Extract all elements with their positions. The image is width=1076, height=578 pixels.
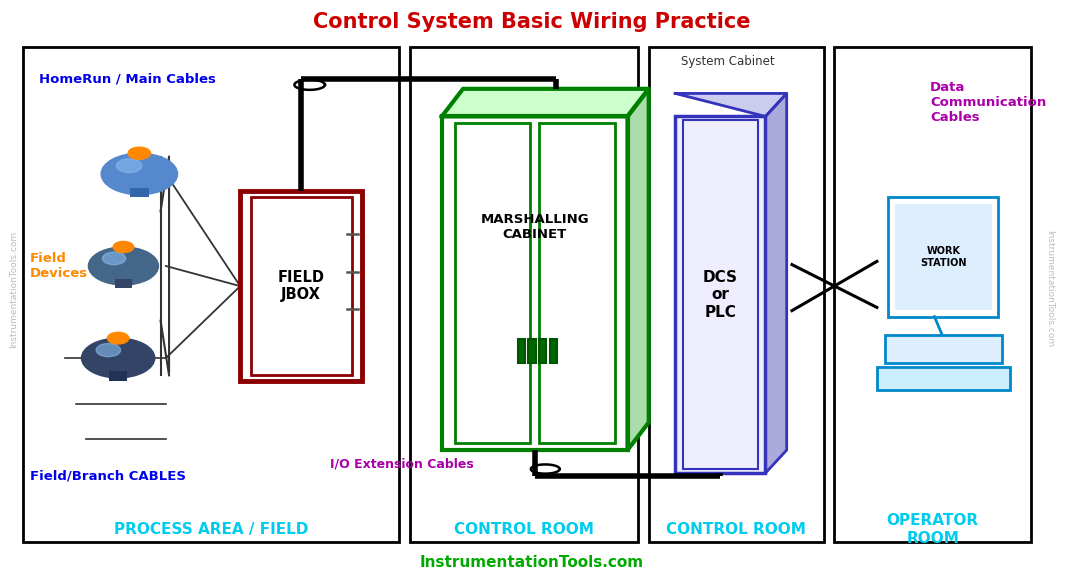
Circle shape [108,332,129,344]
Text: WORK
STATION: WORK STATION [920,246,966,268]
Text: Field
Devices: Field Devices [30,252,88,280]
Text: MARSHALLING
CABINET: MARSHALLING CABINET [480,213,589,240]
Text: CONTROL ROOM: CONTROL ROOM [454,522,594,537]
Circle shape [128,147,151,160]
Circle shape [102,252,126,265]
Polygon shape [765,94,787,473]
FancyBboxPatch shape [115,279,132,287]
Circle shape [82,338,155,378]
Text: DCS
or
PLC: DCS or PLC [703,270,738,320]
Text: InstrumentationTools.com: InstrumentationTools.com [10,231,18,347]
Text: Control System Basic Wiring Practice: Control System Basic Wiring Practice [313,12,751,32]
FancyBboxPatch shape [877,367,1009,390]
Circle shape [101,153,178,195]
Text: CONTROL ROOM: CONTROL ROOM [666,522,806,537]
FancyBboxPatch shape [23,47,399,542]
Text: Field/Branch CABLES: Field/Branch CABLES [30,469,186,483]
Text: I/O Extension Cables: I/O Extension Cables [330,458,475,471]
FancyBboxPatch shape [884,335,1002,362]
FancyBboxPatch shape [240,191,363,381]
FancyBboxPatch shape [410,47,638,542]
FancyBboxPatch shape [442,116,627,450]
FancyBboxPatch shape [835,47,1031,542]
Text: InstrumentationTools.com: InstrumentationTools.com [1046,231,1054,347]
FancyBboxPatch shape [894,204,992,310]
FancyBboxPatch shape [130,188,148,198]
FancyBboxPatch shape [649,47,824,542]
FancyBboxPatch shape [539,339,547,364]
Text: HomeRun / Main Cables: HomeRun / Main Cables [39,73,215,86]
Text: PROCESS AREA / FIELD: PROCESS AREA / FIELD [114,522,308,537]
FancyBboxPatch shape [889,197,999,317]
FancyBboxPatch shape [110,371,127,380]
FancyBboxPatch shape [251,197,352,375]
Text: Data
Communication
Cables: Data Communication Cables [930,80,1046,124]
Text: InstrumentationTools.com: InstrumentationTools.com [420,555,645,570]
Circle shape [116,159,142,173]
FancyBboxPatch shape [550,339,557,364]
Text: FIELD
JBOX: FIELD JBOX [278,270,325,302]
Text: OPERATOR
ROOM: OPERATOR ROOM [887,513,979,546]
FancyBboxPatch shape [676,116,765,473]
Polygon shape [676,94,787,116]
Text: System Cabinet: System Cabinet [680,55,775,68]
Circle shape [96,343,121,357]
Polygon shape [442,89,649,116]
FancyBboxPatch shape [518,339,525,364]
Circle shape [88,247,158,285]
FancyBboxPatch shape [528,339,536,364]
Polygon shape [627,89,649,450]
Circle shape [113,242,133,253]
